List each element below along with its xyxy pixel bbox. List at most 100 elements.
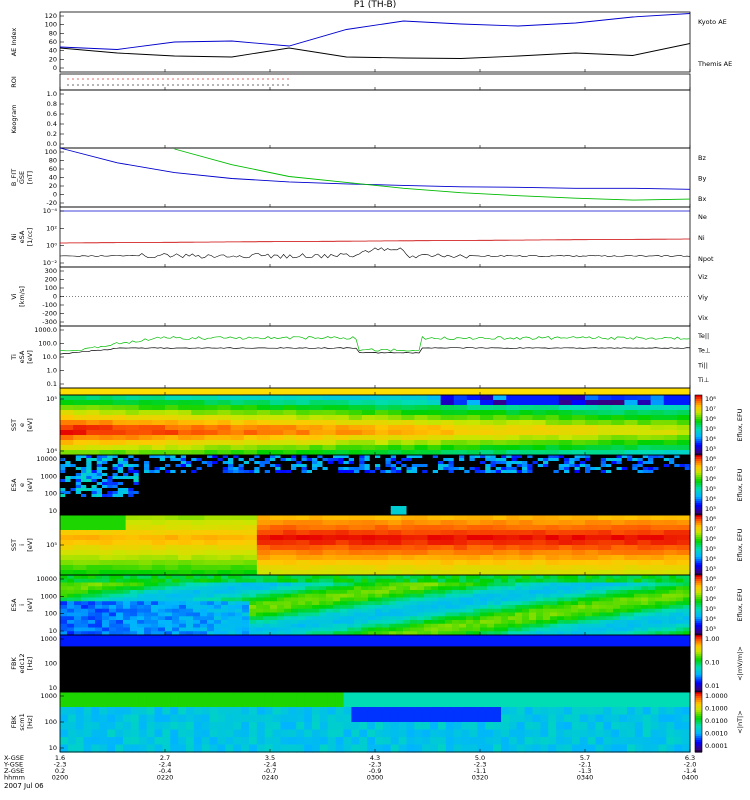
esa-e-cell	[669, 503, 675, 507]
esa-e-cell	[422, 491, 429, 495]
esa-e-cell	[674, 476, 681, 480]
esa-e-cell	[138, 494, 145, 498]
sst-i-cell	[611, 525, 625, 531]
sst-i-cell	[440, 540, 455, 546]
esa-e-cell	[123, 473, 129, 477]
esa-i-cell	[669, 582, 677, 587]
esa-i-cell	[60, 586, 68, 591]
esa-e-cell	[448, 497, 455, 501]
esa-e-cell	[663, 476, 670, 480]
esa-e-cell	[606, 458, 612, 462]
esa-e-cell	[490, 458, 497, 462]
esa-i-cell	[389, 575, 397, 580]
sst-i-cell	[217, 530, 232, 536]
esa-e-cell	[306, 497, 313, 501]
esa-i-cell	[634, 575, 642, 580]
esa-i-cell	[221, 601, 229, 606]
esa-e-cell	[558, 482, 565, 486]
esa-e-cell	[102, 461, 108, 465]
sst-e-cell	[73, 410, 87, 416]
esa-i-cell	[130, 590, 138, 595]
esa-i-cell	[375, 601, 383, 606]
esa-e-cell	[81, 506, 87, 510]
esa-i-cell	[81, 612, 89, 617]
esa-e-cell	[606, 461, 612, 465]
esa-i-cell	[536, 575, 544, 580]
esa-e-cell	[448, 467, 455, 471]
esa-i-cell	[319, 631, 327, 636]
sst-i-cell	[558, 540, 573, 546]
esa-e-cell	[322, 497, 329, 501]
esa-e-cell	[191, 494, 198, 498]
sst-i-cell	[230, 570, 245, 576]
esa-e-cell	[438, 476, 444, 480]
esa-e-cell	[149, 485, 156, 489]
esa-e-cell	[422, 473, 429, 477]
esa-e-cell	[259, 512, 266, 516]
esa-i-cell	[382, 623, 390, 629]
esa-e-cell	[558, 485, 565, 489]
esa-i-cell	[354, 575, 362, 580]
esa-i-cell	[459, 578, 467, 584]
sst-e-cell	[270, 440, 284, 446]
esa-e-cell	[684, 503, 691, 507]
esa-e-cell	[375, 509, 381, 513]
esa-e-cell	[170, 503, 177, 507]
esa-e-cell	[217, 470, 224, 474]
sst-i-cell	[361, 535, 376, 541]
sst-e-cell	[86, 425, 100, 431]
sst-e-cell	[178, 410, 192, 416]
esa-e-cell	[81, 461, 87, 465]
esa-e-cell	[333, 479, 339, 483]
sst-i-cell	[283, 540, 297, 546]
esa-e-cell	[180, 497, 187, 501]
sst-e-cell	[243, 425, 258, 431]
esa-e-cell	[338, 461, 345, 465]
esa-e-cell	[343, 470, 350, 474]
sst-e-cell	[427, 435, 442, 441]
esa-e-cell	[501, 467, 507, 471]
esa-e-cell	[495, 476, 502, 480]
esa-e-cell	[144, 506, 150, 510]
esa-e-cell	[558, 458, 565, 462]
esa-e-cell	[259, 488, 266, 492]
esa-e-cell	[233, 503, 240, 507]
esa-i-cell	[60, 593, 68, 599]
sst-i-cell	[519, 560, 534, 566]
esa-e-cell	[579, 494, 586, 498]
esa-e-cell	[338, 500, 345, 504]
esa-i-cell	[270, 631, 278, 636]
esa-e-cell	[469, 509, 476, 513]
esa-e-cell	[411, 497, 418, 501]
esa-e-cell	[532, 512, 539, 516]
sst-i-cell	[401, 540, 415, 546]
esa-i-cell	[494, 597, 502, 602]
esa-e-cell	[207, 512, 213, 516]
sst-i-cell	[624, 525, 639, 531]
sst-e-cell	[230, 400, 245, 406]
sst-e-cell	[243, 420, 258, 426]
sst-i-cell	[165, 545, 179, 551]
esa-e-cell	[443, 485, 450, 489]
esa-e-cell	[516, 494, 523, 498]
sst-e-cell	[348, 450, 363, 456]
esa-i-cell	[501, 616, 509, 621]
esa-e-cell	[60, 506, 66, 510]
sst-e-cell	[296, 450, 310, 456]
esa-e-cell	[443, 500, 450, 504]
esa-i-cell	[340, 616, 348, 621]
esa-i-cell	[270, 590, 278, 595]
esa-e-cell	[270, 503, 276, 507]
sst-e-cell	[506, 430, 520, 436]
esa-e-cell	[380, 482, 387, 486]
sst-i-cell	[663, 565, 678, 571]
esa-e-cell	[327, 455, 334, 459]
esa-e-cell	[228, 491, 234, 495]
esa-e-cell	[222, 473, 229, 477]
esa-i-cell	[522, 623, 530, 629]
esa-i-cell	[102, 593, 110, 599]
sst-e-cell	[506, 425, 520, 431]
esa-e-cell	[159, 476, 166, 480]
esa-e-cell	[616, 467, 623, 471]
esa-e-cell	[275, 503, 282, 507]
